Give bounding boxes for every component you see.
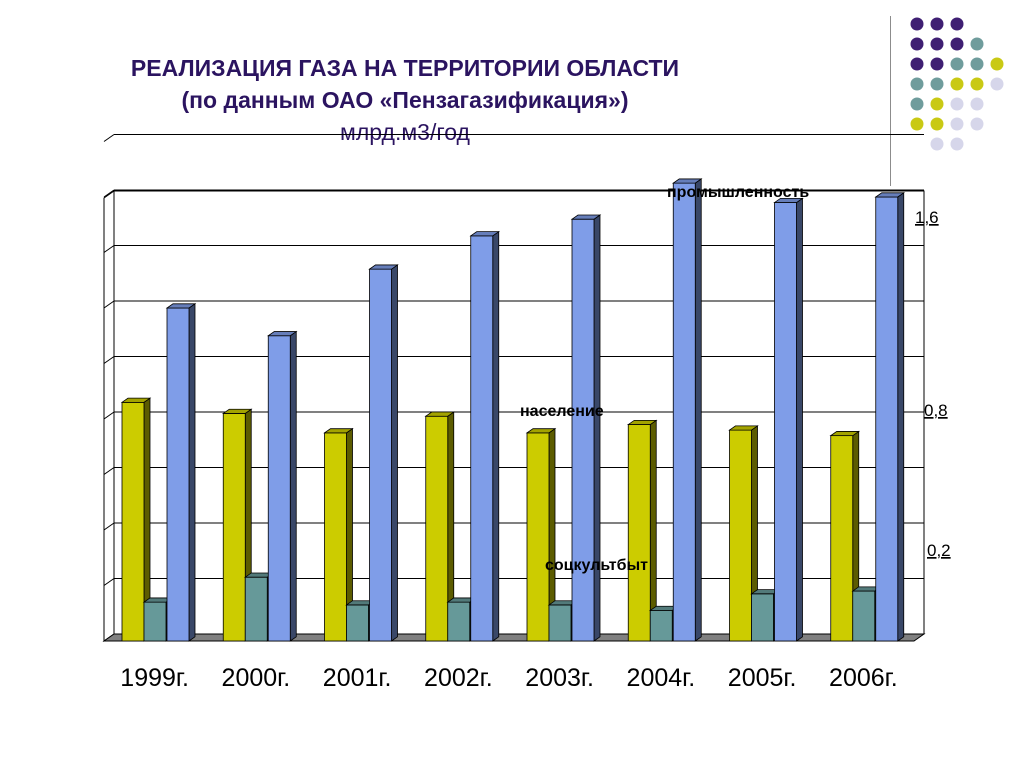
decorative-dot-grid — [910, 17, 1004, 151]
bar-promyshlennost — [570, 214, 602, 642]
gridline-side — [103, 356, 115, 364]
decorative-dot — [910, 77, 924, 91]
decorative-dot — [970, 77, 984, 91]
decorative-dot — [930, 17, 944, 31]
decorative-dot — [910, 37, 924, 51]
decorative-dot — [990, 57, 1004, 71]
decorative-dot — [950, 97, 964, 111]
value-label-3: 0,2 — [927, 541, 951, 560]
decorative-dot — [990, 77, 1004, 91]
x-tick-label: 2002г. — [424, 664, 493, 692]
decorative-dot — [970, 97, 984, 111]
decorative-dot — [950, 57, 964, 71]
bar-promyshlennost — [368, 264, 399, 642]
gridline-side — [103, 467, 115, 475]
decorative-dot — [970, 37, 984, 51]
decorative-dot — [930, 37, 944, 51]
decorative-dot — [970, 57, 984, 71]
title-block: РЕАЛИЗАЦИЯ ГАЗА НА ТЕРРИТОРИИ ОБЛАСТИ (п… — [100, 52, 710, 148]
decorative-dot — [910, 117, 924, 131]
gridline-side — [103, 411, 115, 420]
decorative-dot — [950, 77, 964, 91]
gridline-side — [103, 134, 115, 142]
decorative-dot — [950, 117, 964, 131]
page-subtitle: (по данным ОАО «Пензагазификация») — [181, 87, 629, 113]
decorative-dot — [950, 37, 964, 51]
gridline-side — [103, 578, 115, 586]
decorative-dot — [930, 97, 944, 111]
decorative-dot — [970, 117, 984, 131]
bar-promyshlennost — [874, 192, 906, 642]
page-title: РЕАЛИЗАЦИЯ ГАЗА НА ТЕРРИТОРИИ ОБЛАСТИ — [130, 55, 680, 81]
decorative-dot — [910, 17, 924, 31]
decorative-dot — [930, 117, 944, 131]
units-label: млрд.м3/год — [340, 119, 470, 145]
gridline-side — [103, 300, 115, 309]
annotation-naselenie: население — [520, 403, 604, 420]
bar-naselenie — [323, 427, 354, 642]
decorative-dot — [950, 17, 964, 31]
x-tick-label: 2003г. — [525, 664, 594, 692]
x-tick-label: 2001г. — [323, 664, 392, 692]
bar-promyshlennost — [773, 197, 804, 642]
decorative-dot — [910, 57, 924, 71]
x-tick-label: 2004г. — [627, 664, 696, 692]
gridline-side — [103, 245, 115, 253]
header-divider — [890, 16, 891, 186]
x-tick-label: 1999г. — [120, 664, 189, 692]
x-tick-label: 2006г. — [829, 664, 898, 692]
decorative-dot — [930, 57, 944, 71]
decorative-dot — [950, 137, 964, 151]
bar-promyshlennost — [671, 178, 703, 642]
bar-naselenie — [626, 419, 658, 642]
bar-promyshlennost — [266, 330, 298, 642]
gridline-side — [103, 189, 115, 198]
bar-naselenie — [424, 411, 456, 642]
bar-promyshlennost — [469, 230, 501, 642]
decorative-dot — [930, 137, 944, 151]
bar-naselenie — [525, 427, 557, 642]
decorative-dot — [910, 97, 924, 111]
annotation-promyshlennost: промышленность — [667, 184, 809, 201]
bar-promyshlennost — [165, 303, 197, 642]
decorative-dot — [930, 77, 944, 91]
value-label-2: 0,8 — [924, 401, 948, 420]
annotation-sockultbyt: соцкультбыт — [545, 557, 648, 574]
value-label-1: 1,6 — [915, 208, 939, 227]
x-tick-labels: 1999г. 2000г. 2001г. 2002г. 2003г. 2004г. 2005… — [120, 664, 897, 692]
x-tick-label: 2000г. — [222, 664, 291, 692]
x-tick-label: 2005г. — [728, 664, 797, 692]
bars — [120, 178, 906, 642]
gridline-side — [103, 522, 115, 531]
